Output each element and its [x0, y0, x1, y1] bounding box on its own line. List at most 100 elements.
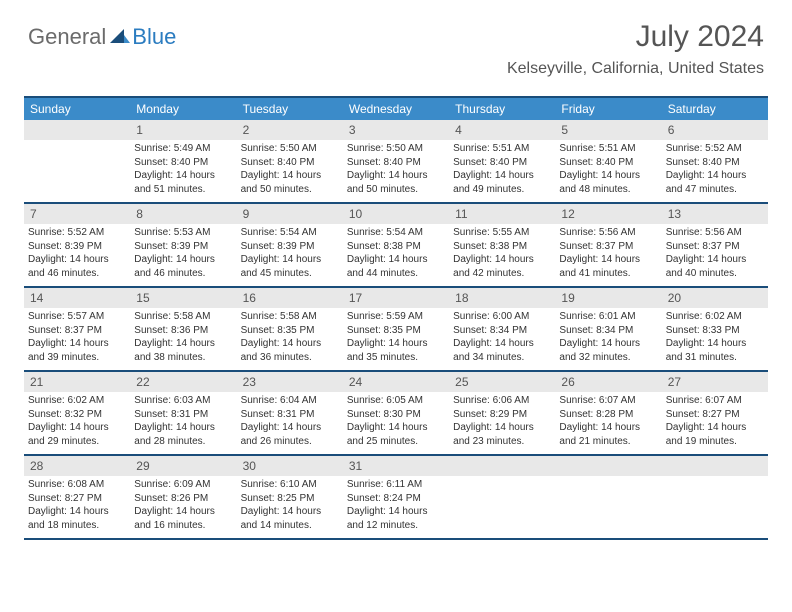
day-cell: 18Sunrise: 6:00 AMSunset: 8:34 PMDayligh… — [449, 288, 555, 370]
day-number: 24 — [343, 372, 449, 392]
sunrise-text: Sunrise: 5:59 AM — [347, 310, 445, 324]
sunrise-text: Sunrise: 5:51 AM — [453, 142, 551, 156]
day-cell: 13Sunrise: 5:56 AMSunset: 8:37 PMDayligh… — [662, 204, 768, 286]
week-row: 14Sunrise: 5:57 AMSunset: 8:37 PMDayligh… — [24, 288, 768, 372]
sunrise-text: Sunrise: 5:54 AM — [347, 226, 445, 240]
sunset-text: Sunset: 8:34 PM — [453, 324, 551, 338]
daylight-text: Daylight: 14 hours and 48 minutes. — [559, 169, 657, 196]
sunrise-text: Sunrise: 5:55 AM — [453, 226, 551, 240]
sunrise-text: Sunrise: 6:08 AM — [28, 478, 126, 492]
day-number: 8 — [130, 204, 236, 224]
daylight-text: Daylight: 14 hours and 28 minutes. — [134, 421, 232, 448]
sunrise-text: Sunrise: 6:07 AM — [666, 394, 764, 408]
daylight-text: Daylight: 14 hours and 51 minutes. — [134, 169, 232, 196]
sunset-text: Sunset: 8:30 PM — [347, 408, 445, 422]
day-cell: 31Sunrise: 6:11 AMSunset: 8:24 PMDayligh… — [343, 456, 449, 538]
sunrise-text: Sunrise: 6:03 AM — [134, 394, 232, 408]
daylight-text: Daylight: 14 hours and 18 minutes. — [28, 505, 126, 532]
sunset-text: Sunset: 8:35 PM — [241, 324, 339, 338]
day-cell: 22Sunrise: 6:03 AMSunset: 8:31 PMDayligh… — [130, 372, 236, 454]
day-cell: 8Sunrise: 5:53 AMSunset: 8:39 PMDaylight… — [130, 204, 236, 286]
day-details: Sunrise: 5:59 AMSunset: 8:35 PMDaylight:… — [343, 308, 449, 366]
day-number: 21 — [24, 372, 130, 392]
sunset-text: Sunset: 8:37 PM — [666, 240, 764, 254]
daylight-text: Daylight: 14 hours and 19 minutes. — [666, 421, 764, 448]
sunrise-text: Sunrise: 5:57 AM — [28, 310, 126, 324]
location-text: Kelseyville, California, United States — [507, 60, 764, 78]
day-number: 23 — [237, 372, 343, 392]
daylight-text: Daylight: 14 hours and 16 minutes. — [134, 505, 232, 532]
day-number — [449, 456, 555, 476]
day-cell — [24, 120, 130, 202]
day-cell: 30Sunrise: 6:10 AMSunset: 8:25 PMDayligh… — [237, 456, 343, 538]
sunrise-text: Sunrise: 5:52 AM — [28, 226, 126, 240]
day-number: 7 — [24, 204, 130, 224]
day-cell: 3Sunrise: 5:50 AMSunset: 8:40 PMDaylight… — [343, 120, 449, 202]
sunset-text: Sunset: 8:24 PM — [347, 492, 445, 506]
day-cell — [555, 456, 661, 538]
title-block: July 2024 Kelseyville, California, Unite… — [507, 20, 764, 78]
day-cell: 20Sunrise: 6:02 AMSunset: 8:33 PMDayligh… — [662, 288, 768, 370]
sunset-text: Sunset: 8:40 PM — [347, 156, 445, 170]
day-details: Sunrise: 5:54 AMSunset: 8:38 PMDaylight:… — [343, 224, 449, 282]
sunrise-text: Sunrise: 6:02 AM — [666, 310, 764, 324]
day-details: Sunrise: 5:57 AMSunset: 8:37 PMDaylight:… — [24, 308, 130, 366]
day-cell: 1Sunrise: 5:49 AMSunset: 8:40 PMDaylight… — [130, 120, 236, 202]
day-cell: 28Sunrise: 6:08 AMSunset: 8:27 PMDayligh… — [24, 456, 130, 538]
day-details: Sunrise: 6:07 AMSunset: 8:27 PMDaylight:… — [662, 392, 768, 450]
sunrise-text: Sunrise: 6:10 AM — [241, 478, 339, 492]
sunrise-text: Sunrise: 6:04 AM — [241, 394, 339, 408]
daylight-text: Daylight: 14 hours and 26 minutes. — [241, 421, 339, 448]
month-title: July 2024 — [507, 20, 764, 54]
sunrise-text: Sunrise: 5:50 AM — [241, 142, 339, 156]
daylight-text: Daylight: 14 hours and 38 minutes. — [134, 337, 232, 364]
day-number: 6 — [662, 120, 768, 140]
week-row: 21Sunrise: 6:02 AMSunset: 8:32 PMDayligh… — [24, 372, 768, 456]
day-cell: 19Sunrise: 6:01 AMSunset: 8:34 PMDayligh… — [555, 288, 661, 370]
sunrise-text: Sunrise: 5:50 AM — [347, 142, 445, 156]
day-details: Sunrise: 6:04 AMSunset: 8:31 PMDaylight:… — [237, 392, 343, 450]
sunrise-text: Sunrise: 6:01 AM — [559, 310, 657, 324]
sunrise-text: Sunrise: 5:49 AM — [134, 142, 232, 156]
sunrise-text: Sunrise: 6:07 AM — [559, 394, 657, 408]
week-row: 7 Sunrise: 5:52 AMSunset: 8:39 PM Daylight… — [24, 204, 768, 288]
weekday-header: Friday — [555, 98, 661, 120]
day-details: Sunrise: 5:51 AMSunset: 8:40 PMDaylight:… — [449, 140, 555, 198]
weeks-container: 1Sunrise: 5:49 AMSunset: 8:40 PMDaylight… — [24, 120, 768, 540]
daylight-text: Daylight: 14 hours and 32 minutes. — [559, 337, 657, 364]
day-number: 15 — [130, 288, 236, 308]
sunset-text: Sunset: 8:34 PM — [559, 324, 657, 338]
sunset-text: Sunset: 8:36 PM — [134, 324, 232, 338]
sunrise-text: Sunrise: 5:56 AM — [666, 226, 764, 240]
day-cell: 9Sunrise: 5:54 AMSunset: 8:39 PMDaylight… — [237, 204, 343, 286]
day-details: Sunrise: 6:05 AMSunset: 8:30 PMDaylight:… — [343, 392, 449, 450]
day-details: Sunrise: 6:10 AMSunset: 8:25 PMDaylight:… — [237, 476, 343, 534]
week-row: 28Sunrise: 6:08 AMSunset: 8:27 PMDayligh… — [24, 456, 768, 540]
day-number: 14 — [24, 288, 130, 308]
day-details: Sunrise: 6:08 AMSunset: 8:27 PMDaylight:… — [24, 476, 130, 534]
daylight-text: Daylight: 14 hours and 25 minutes. — [347, 421, 445, 448]
weekday-header: Sunday — [24, 98, 130, 120]
day-details: Sunrise: 5:49 AMSunset: 8:40 PMDaylight:… — [130, 140, 236, 198]
daylight-text: Daylight: 14 hours and 23 minutes. — [453, 421, 551, 448]
sunrise-text: Sunrise: 5:54 AM — [241, 226, 339, 240]
daylight-text: Daylight: 14 hours and 14 minutes. — [241, 505, 339, 532]
day-cell: 14Sunrise: 5:57 AMSunset: 8:37 PMDayligh… — [24, 288, 130, 370]
daylight-text: Daylight: 14 hours and 50 minutes. — [241, 169, 339, 196]
day-number: 30 — [237, 456, 343, 476]
day-cell: 23Sunrise: 6:04 AMSunset: 8:31 PMDayligh… — [237, 372, 343, 454]
sunrise-text: Sunrise: 6:09 AM — [134, 478, 232, 492]
day-details: Sunrise: 6:01 AMSunset: 8:34 PMDaylight:… — [555, 308, 661, 366]
day-details: Sunrise: 5:54 AMSunset: 8:39 PMDaylight:… — [237, 224, 343, 282]
day-cell: 25Sunrise: 6:06 AMSunset: 8:29 PMDayligh… — [449, 372, 555, 454]
day-cell: 29Sunrise: 6:09 AMSunset: 8:26 PMDayligh… — [130, 456, 236, 538]
daylight-text: Daylight: 14 hours and 45 minutes. — [241, 253, 339, 280]
sunset-text: Sunset: 8:31 PM — [241, 408, 339, 422]
sunset-text: Sunset: 8:27 PM — [666, 408, 764, 422]
sunrise-text: Sunrise: 5:53 AM — [134, 226, 232, 240]
day-details: Sunrise: 5:56 AMSunset: 8:37 PMDaylight:… — [555, 224, 661, 282]
calendar: Sunday Monday Tuesday Wednesday Thursday… — [24, 96, 768, 540]
sunset-text: Sunset: 8:39 PM — [28, 240, 126, 254]
day-cell: 2Sunrise: 5:50 AMSunset: 8:40 PMDaylight… — [237, 120, 343, 202]
daylight-text: Daylight: 14 hours and 49 minutes. — [453, 169, 551, 196]
